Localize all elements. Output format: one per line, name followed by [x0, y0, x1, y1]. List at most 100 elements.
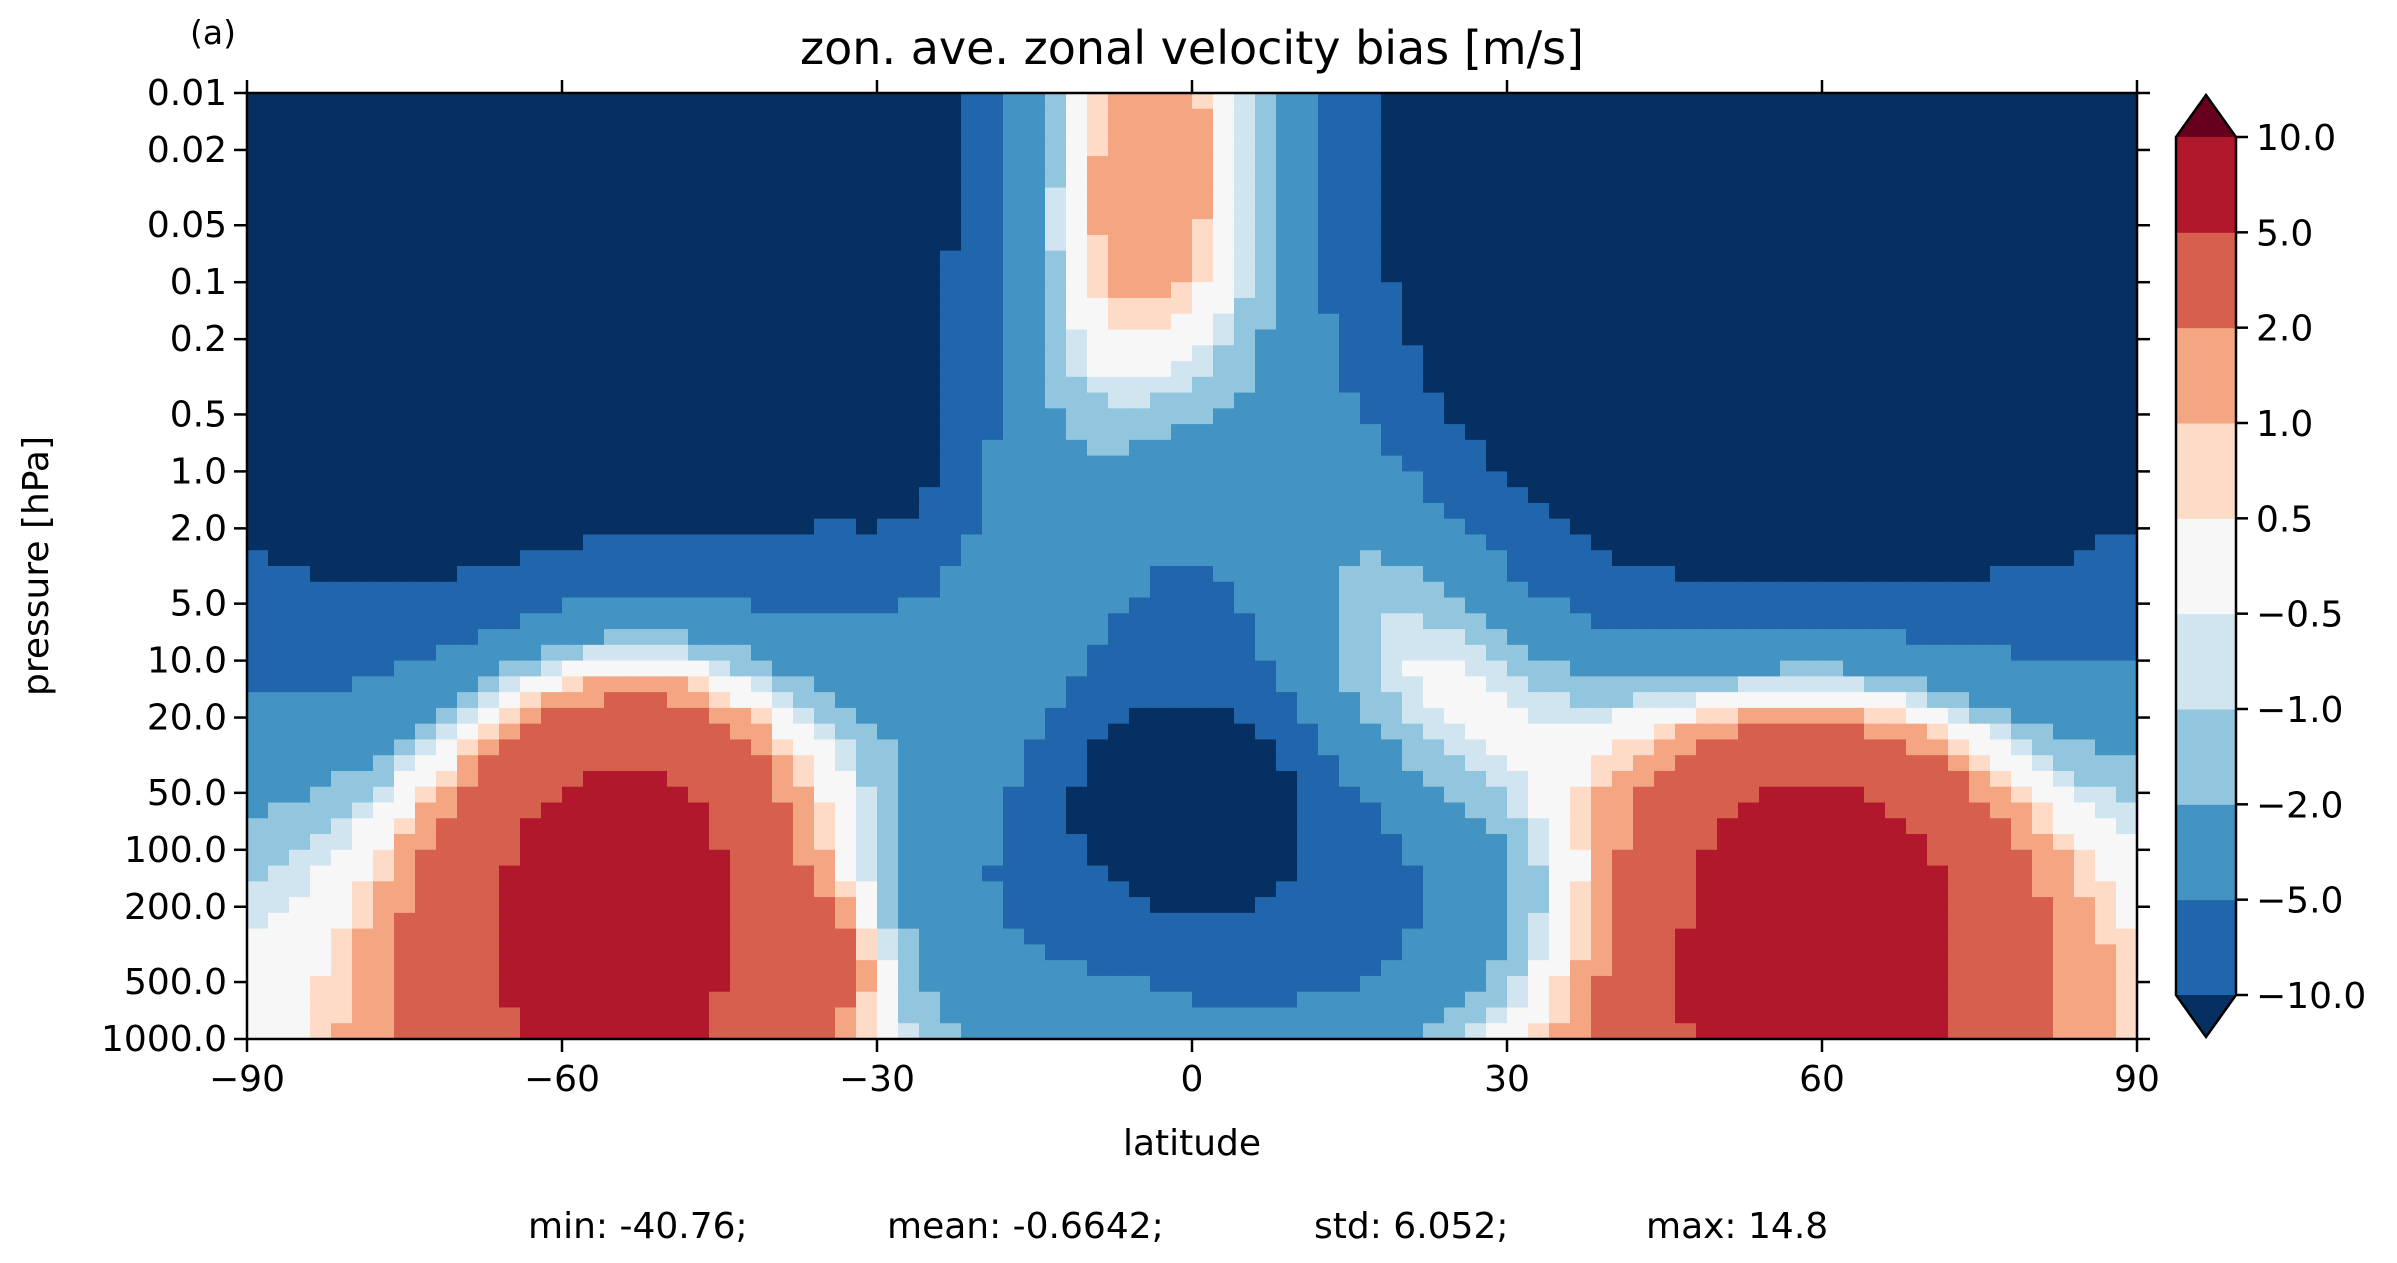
- contour-cell: [1528, 928, 1550, 946]
- contour-cell: [898, 376, 920, 394]
- contour-cell: [1108, 770, 1130, 788]
- contour-cell: [268, 723, 290, 741]
- contour-cell: [1402, 408, 1424, 425]
- contour-cell: [814, 928, 836, 946]
- contour-cell: [415, 313, 437, 331]
- contour-cell: [898, 755, 920, 772]
- contour-cell: [415, 566, 437, 583]
- contour-cell: [1360, 282, 1382, 299]
- contour-cell: [1969, 802, 1991, 820]
- contour-cell: [940, 755, 962, 772]
- contour-cell: [352, 471, 374, 488]
- contour-cell: [1087, 534, 1109, 552]
- contour-cell: [520, 345, 542, 362]
- contour-cell: [478, 140, 500, 157]
- contour-cell: [1045, 124, 1067, 142]
- contour-cell: [1423, 329, 1445, 347]
- contour-cell: [1024, 266, 1046, 283]
- contour-cell: [919, 944, 941, 961]
- contour-cell: [919, 487, 941, 504]
- contour-cell: [2032, 644, 2054, 662]
- contour-cell: [2095, 865, 2117, 883]
- contour-cell: [1108, 550, 1130, 567]
- contour-cell: [604, 282, 626, 299]
- contour-cell: [1276, 297, 1298, 315]
- contour-cell: [1003, 93, 1025, 110]
- contour-cell: [457, 629, 479, 646]
- contour-cell: [1003, 566, 1025, 583]
- contour-cell: [1024, 550, 1046, 567]
- contour-cell: [1717, 455, 1739, 473]
- contour-cell: [919, 865, 941, 883]
- contour-cell: [583, 93, 605, 110]
- contour-cell: [1339, 629, 1361, 646]
- contour-cell: [1717, 376, 1739, 394]
- contour-cell: [646, 739, 668, 756]
- contour-cell: [1024, 203, 1046, 220]
- contour-cell: [1696, 156, 1718, 173]
- contour-cell: [562, 802, 584, 820]
- contour-cell: [1906, 928, 1928, 946]
- contour-cell: [2116, 581, 2137, 599]
- contour-cell: [331, 960, 353, 977]
- contour-cell: [919, 266, 941, 283]
- contour-cell: [1276, 329, 1298, 347]
- contour-cell: [1507, 802, 1529, 820]
- contour-cell: [1318, 818, 1340, 835]
- contour-cell: [2095, 849, 2117, 867]
- contour-cell: [1297, 692, 1319, 709]
- contour-cell: [1171, 219, 1193, 236]
- contour-cell: [520, 534, 542, 552]
- contour-cell: [919, 912, 941, 930]
- contour-cell: [814, 755, 836, 772]
- contour-cell: [1654, 171, 1676, 189]
- contour-cell: [1738, 219, 1760, 236]
- contour-cell: [1654, 912, 1676, 930]
- contour-cell: [898, 865, 920, 883]
- contour-cell: [541, 392, 563, 410]
- contour-cell: [1780, 944, 1802, 961]
- contour-cell: [730, 487, 752, 504]
- contour-cell: [1654, 250, 1676, 268]
- contour-cell: [2074, 676, 2096, 693]
- contour-cell: [541, 597, 563, 615]
- contour-cell: [373, 203, 395, 220]
- contour-cell: [1990, 834, 2012, 851]
- contour-cell: [604, 818, 626, 835]
- contour-cell: [1066, 802, 1088, 820]
- contour-cell: [583, 471, 605, 488]
- contour-cell: [1213, 692, 1235, 709]
- contour-cell: [1633, 786, 1655, 804]
- contour-cell: [1402, 313, 1424, 331]
- contour-cell: [1843, 865, 1865, 883]
- contour-cell: [1171, 424, 1193, 441]
- contour-cell: [1570, 234, 1592, 252]
- contour-cell: [394, 376, 416, 394]
- contour-cell: [457, 597, 479, 615]
- contour-cell: [1402, 944, 1424, 961]
- contour-cell: [1927, 108, 1949, 126]
- contour-cell: [2074, 439, 2096, 457]
- contour-cell: [1717, 786, 1739, 804]
- contour-cell: [331, 550, 353, 567]
- contour-cell: [2011, 928, 2033, 946]
- contour-cell: [1822, 439, 1844, 457]
- contour-cell: [352, 424, 374, 441]
- contour-cell: [1150, 534, 1172, 552]
- contour-cell: [793, 660, 815, 678]
- contour-cell: [2095, 502, 2117, 520]
- contour-cell: [646, 455, 668, 473]
- contour-cell: [1402, 187, 1424, 205]
- contour-cell: [1444, 487, 1466, 504]
- contour-cell: [1150, 156, 1172, 173]
- contour-cell: [1066, 566, 1088, 583]
- contour-cell: [1633, 234, 1655, 252]
- contour-cell: [499, 676, 521, 693]
- contour-cell: [1675, 424, 1697, 441]
- contour-cell: [625, 644, 647, 662]
- contour-cell: [1612, 644, 1634, 662]
- contour-cell: [394, 93, 416, 110]
- contour-cell: [1738, 361, 1760, 378]
- contour-cell: [667, 392, 689, 410]
- contour-cell: [1738, 739, 1760, 756]
